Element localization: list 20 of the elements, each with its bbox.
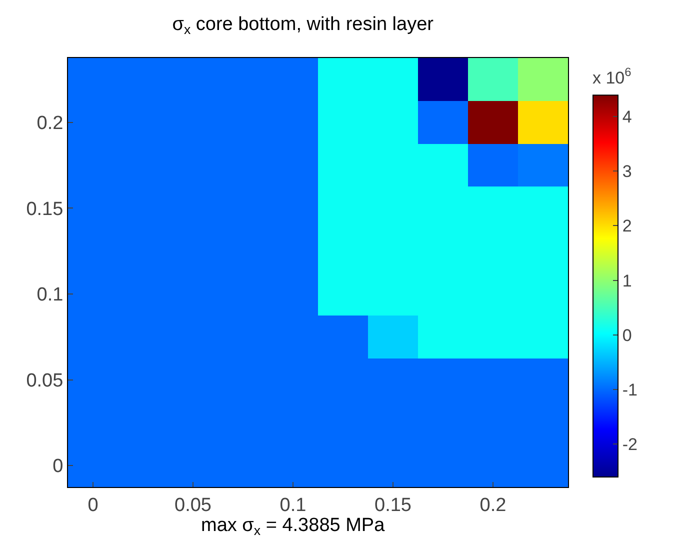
x-tick-label: 0.05 [174,494,212,516]
text: max σ$_{x}$ = 4.3885 MPa [201,515,386,538]
x-tick-label: 0.2 [480,494,506,516]
y-tick-label: 0.05 [26,370,64,392]
x-tick-label: 0 [88,494,98,516]
color-bar-label: -2 [622,435,638,454]
y-tick-label: 0.1 [36,284,64,306]
color-bar-label: 2 [622,216,632,236]
chart-title: σ$_{x}$ core bottom, with resin layer [172,14,434,37]
y-tick-label: 0.2 [36,113,64,134]
y-tick-label: 0.15 [26,198,64,220]
color-bar-label: 4 [622,107,632,126]
color-bar-title: x 10$^{6}$ [592,65,632,88]
x-tick-label: 0.15 [374,494,412,516]
x-tick-label: 0.1 [280,494,306,516]
color-bar-label: 1 [622,271,632,290]
y-tick-label: 0 [52,456,64,478]
color-bar-label: 3 [622,162,632,182]
color-bar-label: -1 [622,380,638,400]
color-bar-label: 0 [622,326,632,345]
